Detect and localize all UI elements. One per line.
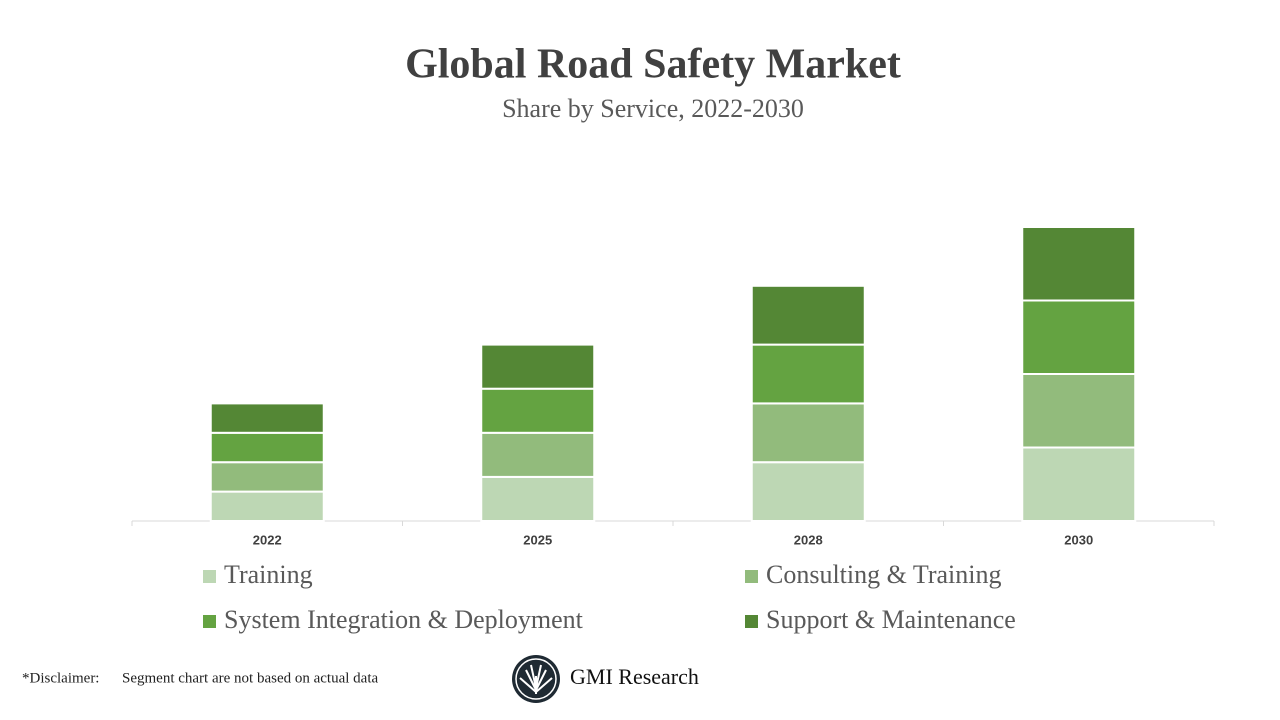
bar-segment <box>480 387 596 434</box>
legend-swatch <box>745 615 758 628</box>
disclaimer-label: *Disclaimer: <box>22 670 99 686</box>
chart-title: Global Road Safety Market <box>405 42 901 88</box>
legend-swatch <box>745 570 758 583</box>
x-tick-label: 2022 <box>253 532 282 547</box>
bar-segment <box>750 343 866 405</box>
bar-segment <box>750 402 866 464</box>
x-tick-label: 2025 <box>523 532 552 547</box>
disclaimer: Segment chart are not based on actual da… <box>122 670 378 686</box>
logo <box>512 655 560 703</box>
bar-segment <box>1021 373 1137 449</box>
legend-swatch <box>203 570 216 583</box>
legend-label: Consulting & Training <box>766 560 1002 589</box>
chart-subtitle: Share by Service, 2022-2030 <box>502 94 804 123</box>
bar-segment <box>1021 446 1137 522</box>
bar-segment <box>209 402 325 434</box>
x-tick-label: 2030 <box>1064 532 1093 547</box>
bar-segment <box>209 461 325 493</box>
legend-label: Training <box>224 560 313 589</box>
x-tick-label: 2028 <box>794 532 823 547</box>
bar-segment <box>750 461 866 523</box>
bar-segment <box>480 475 596 522</box>
legend-label: System Integration & Deployment <box>224 605 584 634</box>
bar-segment <box>480 431 596 478</box>
bar-segment <box>480 343 596 390</box>
bar-segment <box>750 284 866 346</box>
brand: GMI Research <box>570 664 699 689</box>
legend-label: Support & Maintenance <box>766 605 1016 634</box>
bar-segment <box>209 490 325 523</box>
bar-segment <box>1021 299 1137 375</box>
bar-segment <box>1021 226 1137 302</box>
logo-ring <box>515 658 557 700</box>
bar-segment <box>209 431 325 464</box>
legend-swatch <box>203 615 216 628</box>
logo-mark <box>519 664 553 694</box>
